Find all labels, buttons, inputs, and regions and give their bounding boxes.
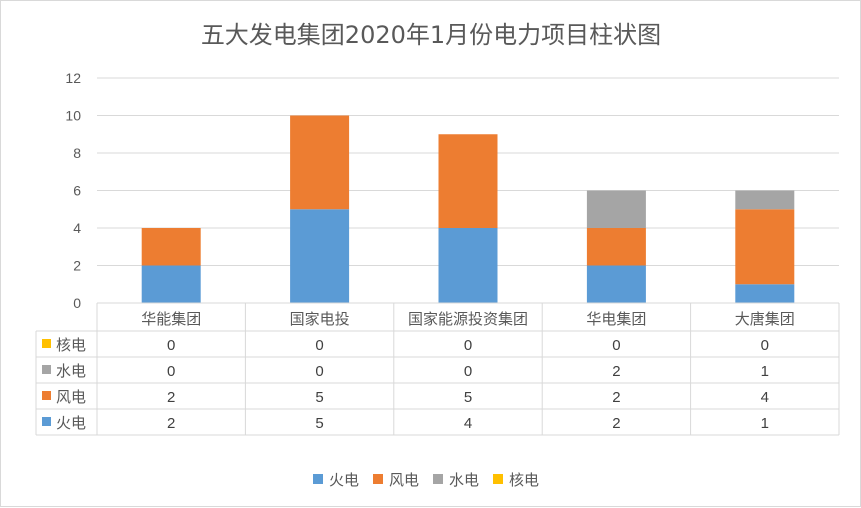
table-cell-value: 0 <box>761 337 769 354</box>
category-label: 大唐集团 <box>735 310 795 328</box>
bar-segment <box>735 284 795 303</box>
bar-segment <box>735 190 795 210</box>
y-tick-label: 2 <box>73 258 81 274</box>
table-cell-value: 5 <box>315 389 323 406</box>
table-cell-value: 2 <box>612 363 620 380</box>
y-tick-label: 0 <box>73 295 81 311</box>
table-cell-value: 0 <box>315 363 323 380</box>
table-cell-value: 0 <box>167 337 175 354</box>
y-tick-label: 6 <box>73 183 81 199</box>
series-row-header: 核电 <box>56 336 86 354</box>
legend-swatch <box>313 474 323 484</box>
bar-segment <box>586 190 646 228</box>
legend-swatch <box>373 474 383 484</box>
legend-key-swatch <box>42 391 51 400</box>
category-label: 国家电投 <box>290 310 350 328</box>
bar-segment <box>586 228 646 266</box>
legend-swatch <box>493 474 503 484</box>
legend-key-swatch <box>42 339 51 348</box>
bar-segment <box>438 134 498 228</box>
table-cell-value: 2 <box>612 389 620 406</box>
table-cell-value: 4 <box>464 415 472 432</box>
chart-title: 五大发电集团2020年1月份电力项目柱状图 <box>201 21 661 49</box>
legend-key-swatch <box>42 365 51 374</box>
y-axis-ticks: 0 2 4 6 8 10 12 <box>65 70 81 311</box>
table-cell-value: 0 <box>315 337 323 354</box>
table-cell-value: 0 <box>464 363 472 380</box>
legend-swatch <box>433 474 443 484</box>
category-label: 华电集团 <box>586 310 646 328</box>
table-cell-value: 0 <box>612 337 620 354</box>
legend: 火电 风电 水电 核电 <box>313 471 539 489</box>
legend-label: 风电 <box>389 471 419 489</box>
bar-segment <box>141 228 201 266</box>
table-cell-value: 4 <box>761 389 769 406</box>
series-row-header: 水电 <box>56 362 86 380</box>
bars <box>141 115 795 303</box>
legend-key-swatch <box>42 417 51 426</box>
category-label: 华能集团 <box>141 310 201 328</box>
table-cell-value: 1 <box>761 415 769 432</box>
legend-label: 核电 <box>509 471 539 489</box>
legend-label: 水电 <box>449 471 479 489</box>
bar-segment <box>290 209 350 303</box>
table-cell-value: 2 <box>167 415 175 432</box>
table-cell-value: 0 <box>167 363 175 380</box>
table-cell-value: 5 <box>464 389 472 406</box>
y-tick-label: 4 <box>73 220 81 236</box>
table-cell-value: 2 <box>612 415 620 432</box>
bar-segment <box>290 115 350 210</box>
y-tick-label: 12 <box>65 70 81 86</box>
table-cell-value: 5 <box>315 415 323 432</box>
bar-segment <box>586 265 646 303</box>
bar-segment <box>735 209 795 285</box>
bar-segment <box>438 228 498 303</box>
y-tick-label: 10 <box>65 108 81 124</box>
table-cell-value: 1 <box>761 363 769 380</box>
table-cell-value: 0 <box>464 337 472 354</box>
series-row-header: 风电 <box>56 388 86 406</box>
category-label: 国家能源投资集团 <box>408 310 528 328</box>
y-tick-label: 8 <box>73 145 81 161</box>
series-row-header: 火电 <box>56 414 86 432</box>
legend-label: 火电 <box>329 471 359 489</box>
table-cell-value: 2 <box>167 389 175 406</box>
bar-segment <box>141 265 201 303</box>
